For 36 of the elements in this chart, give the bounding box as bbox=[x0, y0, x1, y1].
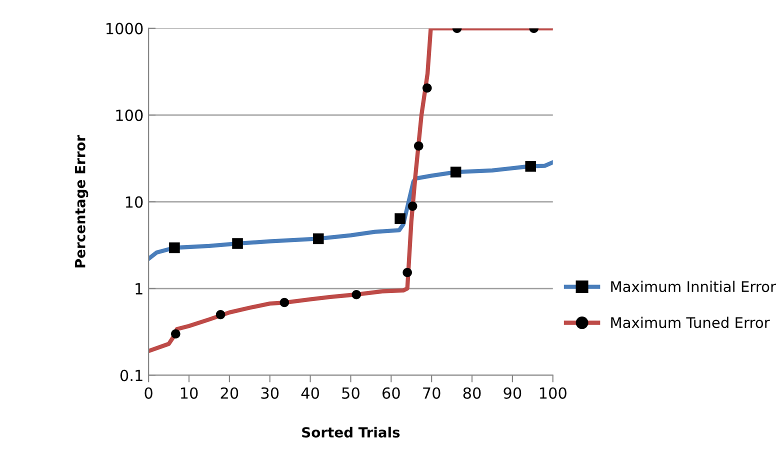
x-tick-label: 70 bbox=[423, 387, 440, 399]
point bbox=[169, 242, 180, 254]
y-tick-label: 1000 bbox=[106, 22, 143, 34]
point bbox=[450, 166, 462, 178]
legend-label: Maximum Tuned Error bbox=[611, 316, 770, 328]
point bbox=[408, 202, 418, 211]
x-tick-label: 10 bbox=[180, 387, 198, 399]
x-tick-label: 60 bbox=[382, 387, 400, 399]
x-tick-label: 50 bbox=[342, 387, 360, 399]
x-tick-label: 0 bbox=[144, 387, 152, 399]
point bbox=[171, 329, 180, 339]
point bbox=[232, 238, 243, 249]
point bbox=[402, 268, 412, 278]
legend-label: Maximum Innitial Error bbox=[611, 280, 776, 292]
line-series bbox=[148, 160, 553, 261]
y-tick-label: 0.1 bbox=[120, 370, 142, 382]
x-tick-label: 80 bbox=[463, 387, 481, 399]
x-axis-title: Sorted Trials bbox=[302, 426, 400, 438]
x-tick-label: 40 bbox=[301, 387, 320, 399]
line-series bbox=[148, 28, 553, 354]
x-tick-label: 30 bbox=[261, 387, 279, 399]
y-tick-label: 10 bbox=[126, 196, 143, 208]
point bbox=[525, 160, 536, 172]
y-tick-label: 100 bbox=[116, 110, 143, 122]
y-axis-title: Percentage Error bbox=[75, 134, 88, 268]
point bbox=[352, 290, 362, 300]
point bbox=[313, 233, 324, 244]
point bbox=[394, 213, 406, 224]
point bbox=[216, 310, 226, 320]
x-tick-label: 100 bbox=[540, 387, 566, 399]
point bbox=[414, 141, 424, 151]
x-tick-label: 20 bbox=[220, 387, 238, 399]
point bbox=[422, 83, 432, 93]
point bbox=[280, 298, 290, 308]
y-tick-label: 1 bbox=[136, 283, 142, 294]
x-tick-label: 90 bbox=[504, 387, 522, 399]
